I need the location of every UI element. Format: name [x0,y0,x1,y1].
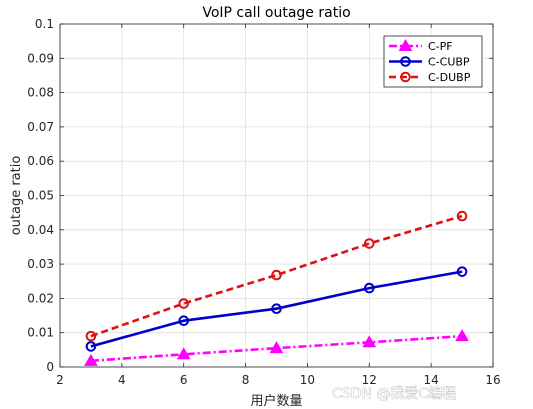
legend-marker-c-cubp [400,56,411,67]
series-c-dubp [85,210,468,342]
data-point-c-dubp [271,269,282,281]
x-tick-label: 4 [118,373,126,387]
x-axis-label: 用户数量 [250,393,302,409]
data-point-c-cubp [271,303,282,314]
legend: C-PF C-CUBP C-DUBP [383,35,483,88]
y-tick-label: 0.09 [27,51,54,65]
data-point-c-pf [269,341,284,354]
data-point-c-cubp [178,315,190,326]
y-tick-label: 0 [46,360,54,374]
y-tick-label: 0.01 [27,326,54,340]
y-tick-label: 0.1 [35,17,54,31]
legend-item-c-cubp: C-CUBP [389,56,470,69]
data-point-c-dubp [456,210,468,222]
data-point-c-cubp [363,282,375,294]
y-tick-label: 0.04 [27,223,54,237]
data-point-c-pf [176,347,191,360]
y-tick-label: 0.05 [27,189,54,203]
chart-title: VoIP call outage ratio [202,5,350,21]
series-line-c-cubp [90,270,463,348]
x-tick-label: 10 [300,373,315,387]
x-tick-label: 12 [362,373,377,387]
legend-marker-c-pf [398,38,413,51]
x-tick-label: 14 [424,373,439,387]
data-point-c-pf [84,353,98,366]
legend-item-c-pf: C-PF [389,38,453,53]
data-point-c-dubp [178,298,190,309]
ticks [59,23,494,368]
data-point-c-cubp [456,266,468,277]
legend-label-c-cubp: C-CUBP [428,56,470,69]
legend-label-c-pf: C-PF [428,40,453,53]
x-tick-label: 16 [485,373,500,387]
x-tick-label: 8 [242,373,250,387]
y-tick-label: 0.02 [27,291,54,305]
data-point-c-pf [362,335,377,348]
data-point-c-dubp [363,238,375,249]
legend-marker-c-dubp [400,71,411,83]
x-tick-label: 2 [56,373,64,387]
y-tick-label: 0.03 [27,257,54,271]
legend-item-c-dubp: C-DUBP [389,71,471,84]
data-point-c-cubp [85,341,97,352]
watermark: CSDN @我爱C编程 [332,386,456,402]
x-tick-labels: 2 4 6 8 10 12 14 16 [56,373,500,387]
y-tick-label: 0.06 [27,154,54,168]
data-point-c-dubp [85,330,97,342]
series-c-cubp [85,266,468,352]
series-layer [84,210,469,366]
legend-label-c-dubp: C-DUBP [428,71,471,84]
y-axis-label: outage ratio [9,156,24,236]
data-point-c-pf [455,329,469,342]
series-line-c-dubp [90,214,463,338]
y-tick-labels: 0 0.01 0.02 0.03 0.04 0.05 0.06 0.07 0.08 0.09 0.1 [27,17,54,374]
x-tick-label: 6 [180,373,188,387]
y-tick-label: 0.08 [27,86,54,100]
series-line-c-pf [90,334,463,363]
series-c-pf [84,329,469,366]
y-tick-label: 0.07 [27,120,54,134]
